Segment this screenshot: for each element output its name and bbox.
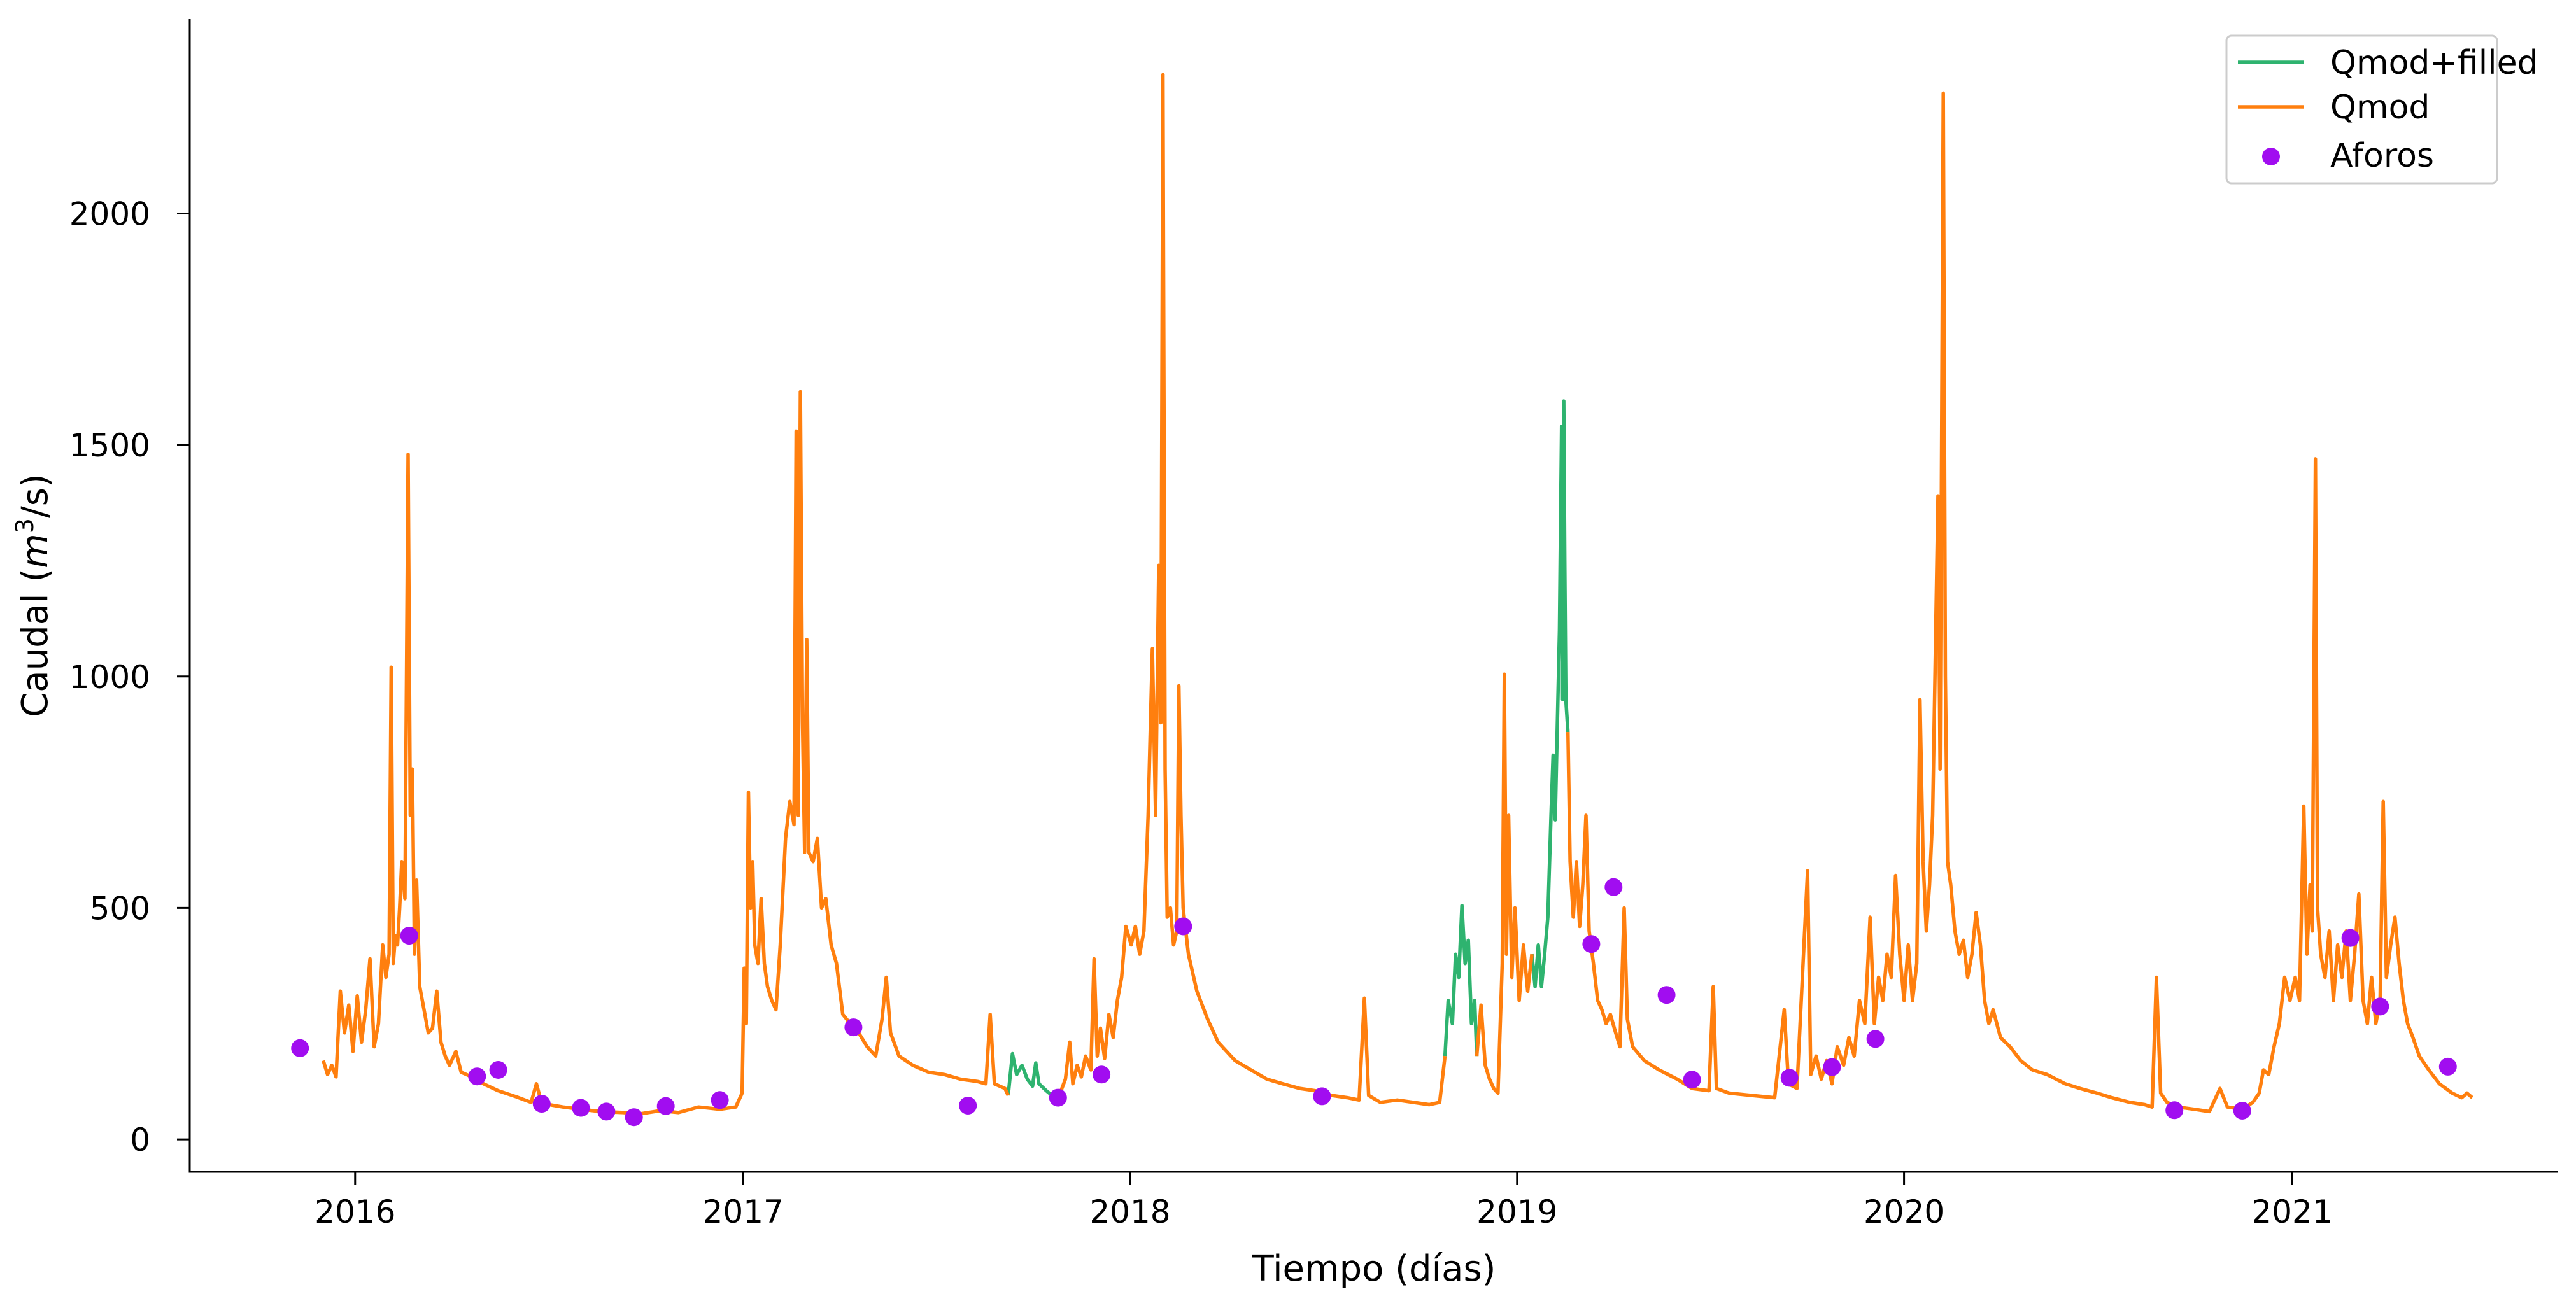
- legend-swatch: [2262, 148, 2280, 165]
- x-ticks: 2016 2017 2018 2019 2020 2021: [315, 1172, 2333, 1230]
- series-line-qmod: [322, 73, 2473, 1116]
- x-tick-label: 2017: [703, 1193, 784, 1230]
- y-tick-label: 0: [130, 1122, 150, 1158]
- aforo-point-8: [656, 1097, 675, 1115]
- y-tick-label: 2000: [69, 195, 150, 232]
- aforo-point-1: [400, 927, 418, 945]
- x-tick-label: 2016: [315, 1193, 395, 1230]
- series-line-qmod-filled-1: [1443, 904, 1479, 1057]
- aforo-point-14: [1174, 917, 1192, 936]
- aforo-point-0: [291, 1039, 309, 1057]
- aforo-point-22: [1866, 1030, 1885, 1048]
- y-axis-title: Caudal (m3/s): [11, 474, 56, 717]
- aforo-point-19: [1683, 1071, 1701, 1089]
- legend: Qmod+filled Qmod Aforos: [2225, 34, 2538, 185]
- y-ticks: 0 500 1000 1500 2000: [69, 195, 190, 1158]
- x-tick-label: 2021: [2251, 1193, 2332, 1230]
- y-tick-label: 1000: [69, 659, 150, 696]
- aforo-point-10: [844, 1018, 863, 1037]
- aforo-point-12: [1049, 1088, 1067, 1107]
- aforo-point-16: [1582, 935, 1601, 953]
- aforo-point-15: [1313, 1087, 1331, 1106]
- aforo-point-17: [1604, 878, 1623, 896]
- aforo-point-20: [1780, 1069, 1799, 1087]
- scatter-layer: [291, 878, 2457, 1127]
- aforo-point-18: [1657, 986, 1676, 1004]
- aforo-point-6: [597, 1102, 616, 1121]
- aforo-point-26: [2371, 997, 2389, 1016]
- aforo-point-27: [2438, 1057, 2457, 1076]
- legend-label: Aforos: [2330, 137, 2434, 175]
- legend-label: Qmod+filled: [2330, 44, 2538, 82]
- x-tick-label: 2018: [1089, 1193, 1170, 1230]
- aforo-point-21: [1823, 1058, 1841, 1076]
- series-layer: [322, 73, 2473, 1116]
- aforo-point-13: [1093, 1065, 1111, 1084]
- y-tick-label: 1500: [69, 427, 150, 464]
- aforo-point-11: [959, 1097, 977, 1115]
- aforo-point-2: [468, 1067, 486, 1086]
- series-line-qmod-filled-0: [1006, 1051, 1061, 1099]
- legend-box: [2225, 34, 2498, 185]
- aforo-point-25: [2341, 929, 2360, 947]
- series-line-qmod-filled-2: [1530, 399, 1570, 988]
- aforo-point-7: [625, 1108, 643, 1127]
- x-tick-label: 2020: [1864, 1193, 1944, 1230]
- aforo-point-3: [489, 1061, 507, 1079]
- legend-label: Qmod: [2330, 88, 2430, 127]
- x-axis-title: Tiempo (días): [1252, 1248, 1496, 1290]
- aforo-point-4: [532, 1095, 551, 1113]
- aforo-point-23: [2165, 1101, 2184, 1120]
- aforo-point-9: [711, 1091, 729, 1109]
- aforo-point-24: [2233, 1102, 2251, 1120]
- y-tick-label: 500: [90, 890, 150, 927]
- x-tick-label: 2019: [1476, 1193, 1557, 1230]
- aforo-point-5: [572, 1099, 590, 1117]
- axes: [188, 19, 2558, 1173]
